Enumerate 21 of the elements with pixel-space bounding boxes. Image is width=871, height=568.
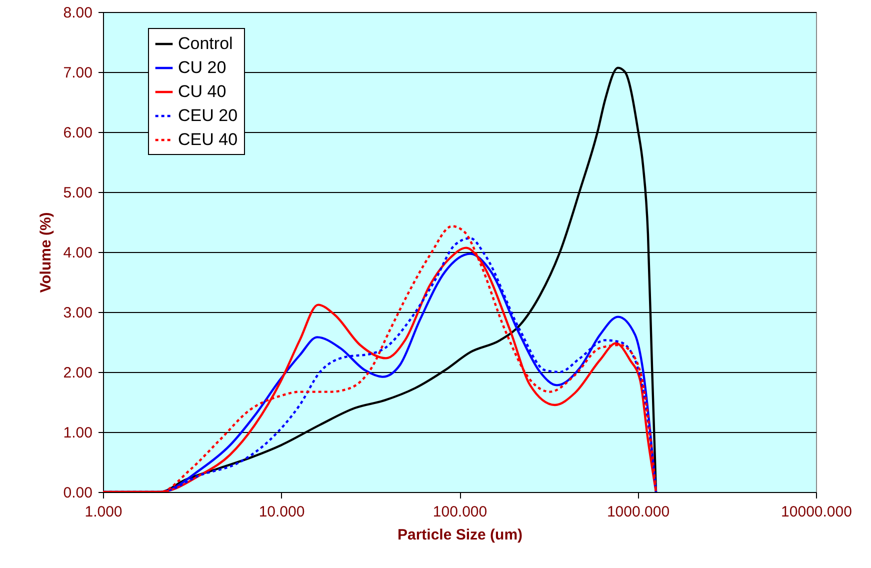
- legend-label: Control: [178, 34, 233, 53]
- x-tick-label: 10000.000: [781, 504, 852, 520]
- y-tick-label: 1.00: [63, 424, 92, 442]
- legend-label: CU 20: [178, 58, 226, 77]
- x-tick-label: 10.000: [258, 504, 305, 520]
- legend-label: CEU 20: [178, 106, 238, 125]
- x-tick-label: 1000.000: [606, 504, 670, 520]
- x-axis-title: Particle Size (um): [397, 526, 523, 544]
- y-tick-label: 5.00: [63, 184, 92, 202]
- y-tick-label: 2.00: [63, 364, 92, 382]
- y-tick-label: 3.00: [63, 304, 92, 322]
- y-tick-label: 8.00: [63, 4, 92, 22]
- y-tick-label: 4.00: [63, 244, 92, 262]
- x-tick-label: 100.000: [432, 504, 488, 520]
- y-tick-label: 7.00: [63, 64, 92, 82]
- y-tick-label: 6.00: [63, 124, 92, 142]
- y-tick-label: 0.00: [63, 484, 92, 502]
- legend-label: CU 40: [178, 82, 226, 101]
- y-axis-title: Volume (%): [37, 212, 54, 293]
- legend-label: CEU 40: [178, 130, 238, 149]
- x-tick-label: 1.000: [84, 504, 122, 520]
